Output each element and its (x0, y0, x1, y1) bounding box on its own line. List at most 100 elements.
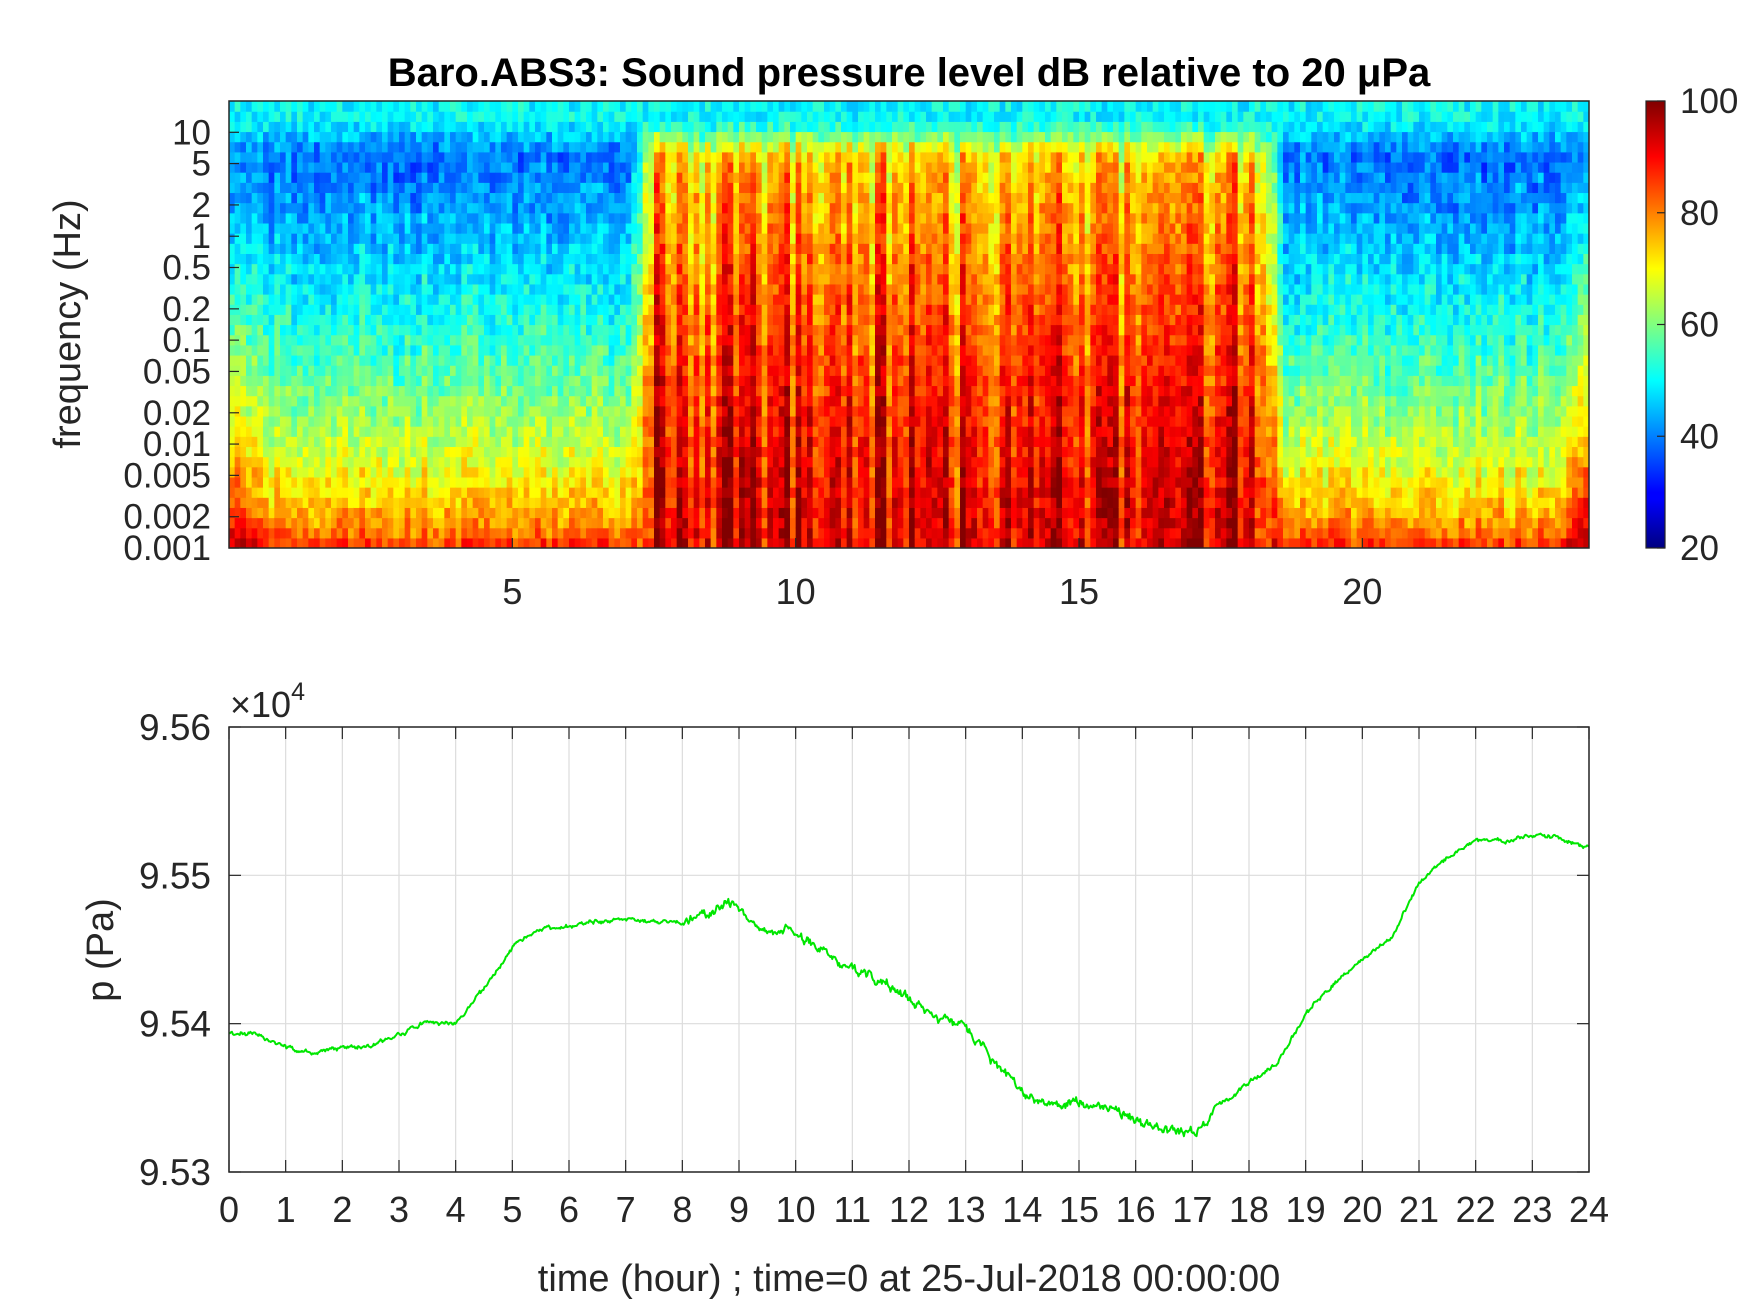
spectrogram-cell (387, 446, 394, 458)
spectrogram-cell (625, 395, 632, 407)
spectrogram-cell (268, 426, 275, 437)
spectrogram-cell (778, 253, 785, 265)
spectrogram-cell (818, 487, 825, 498)
spectrogram-cell (807, 375, 814, 387)
spectrogram-cell (591, 527, 598, 539)
spectrogram-cell (569, 233, 576, 244)
spectrogram-cell (682, 111, 689, 122)
spectrogram-cell (733, 161, 740, 173)
spectrogram-cell (370, 405, 377, 417)
spectrogram-cell (433, 497, 440, 508)
spectrogram-cell (569, 405, 576, 417)
spectrogram-cell (382, 304, 389, 315)
spectrogram-cell (761, 263, 768, 275)
spectrogram-cell (631, 101, 638, 112)
spectrogram-cell (665, 334, 672, 346)
spectrogram-cell (569, 537, 576, 548)
spectrogram-cell (563, 283, 570, 295)
spectrogram-cell (818, 466, 825, 478)
spectrogram-cell (348, 222, 355, 234)
spectrogram-cell (461, 304, 468, 315)
spectrogram-cell (693, 354, 700, 366)
spectrogram-cell (506, 243, 513, 254)
spectrogram-cell (671, 243, 678, 254)
spectrogram-cell (501, 192, 508, 204)
spectrogram-cell (552, 466, 559, 478)
spectrogram-cell (308, 131, 315, 143)
spectrogram-cell (705, 527, 712, 539)
spectrogram-cell (529, 446, 536, 458)
spectrogram-cell (597, 222, 604, 234)
spectrogram-cell (416, 507, 423, 519)
spectrogram-cell (489, 304, 496, 315)
spectrogram-title: Baro.ABS3: Sound pressure level dB relat… (388, 51, 1431, 95)
spectrogram-cell (348, 405, 355, 417)
spectrogram-cell (773, 172, 780, 183)
spectrogram-cell (586, 365, 593, 376)
spectrogram-cell (767, 202, 774, 214)
spectrogram-cell (688, 131, 695, 143)
spectrogram-cell (682, 121, 689, 133)
spectrogram-cell (801, 527, 808, 539)
spectrogram-cell (331, 476, 338, 488)
spectrogram-cell (484, 375, 491, 387)
spectrogram-cell (648, 212, 655, 224)
spectrogram-cell (285, 415, 292, 427)
spectrogram-cell (637, 263, 644, 275)
spectrogram-cell (710, 415, 717, 427)
spectrogram-cell (846, 161, 853, 173)
spectrogram-cell (495, 101, 502, 112)
spectrogram-cell (591, 243, 598, 254)
spectrogram-cell (512, 202, 519, 214)
spectrogram-cell (597, 314, 604, 326)
spectrogram-cell (608, 253, 615, 265)
spectrogram-cell (280, 466, 287, 478)
spectrogram-cell (268, 294, 275, 305)
spectrogram-cell (756, 354, 763, 366)
spectrogram-cell (512, 222, 519, 234)
spectrogram-cell (353, 395, 360, 407)
spectrogram-cell (761, 101, 768, 112)
spectrogram-cell (302, 415, 309, 427)
spectrogram-cell (331, 233, 338, 244)
spectrogram-cell (790, 172, 797, 183)
spectrogram-cell (285, 182, 292, 194)
spectrogram-cell (761, 182, 768, 194)
spectrogram-cell (523, 375, 530, 387)
spectrogram-cell (410, 334, 417, 346)
spectrogram-cell (597, 294, 604, 305)
spectrogram-cell (438, 517, 445, 529)
spectrogram-cell (807, 344, 814, 356)
spectrogram-cell (291, 527, 298, 539)
spectrogram-cell (393, 314, 400, 326)
spectrogram-cell (353, 172, 360, 183)
spectrogram-cell (858, 253, 865, 265)
spectrogram-cell (812, 314, 819, 326)
spectrogram-cell (495, 121, 502, 133)
spectrogram-cell (722, 497, 729, 508)
spectrogram-cell (603, 212, 610, 224)
spectrogram-cell (569, 426, 576, 437)
spectrogram-cell (297, 324, 304, 336)
spectrogram-cell (614, 537, 621, 548)
spectrogram-cell (274, 131, 281, 143)
spectrogram-cell (761, 426, 768, 437)
spectrogram-cell (812, 436, 819, 448)
spectrogram-cell (331, 436, 338, 448)
spectrogram-cell (467, 497, 474, 508)
spectrogram-cell (654, 487, 661, 498)
spectrogram-cell (257, 202, 264, 214)
spectrogram-cell (302, 283, 309, 295)
spectrogram-cell (467, 151, 474, 163)
spectrogram-cell (659, 456, 666, 468)
spectrogram-cell (348, 283, 355, 295)
spectrogram-cell (455, 212, 462, 224)
spectrogram-cell (557, 537, 564, 548)
spectrogram-cell (382, 172, 389, 183)
spectrogram-cell (359, 233, 366, 244)
spectrogram-cell (353, 273, 360, 285)
spectrogram-cell (280, 456, 287, 468)
spectrogram-cell (229, 243, 236, 254)
spectrogram-cell (365, 446, 372, 458)
spectrogram-cell (631, 294, 638, 305)
